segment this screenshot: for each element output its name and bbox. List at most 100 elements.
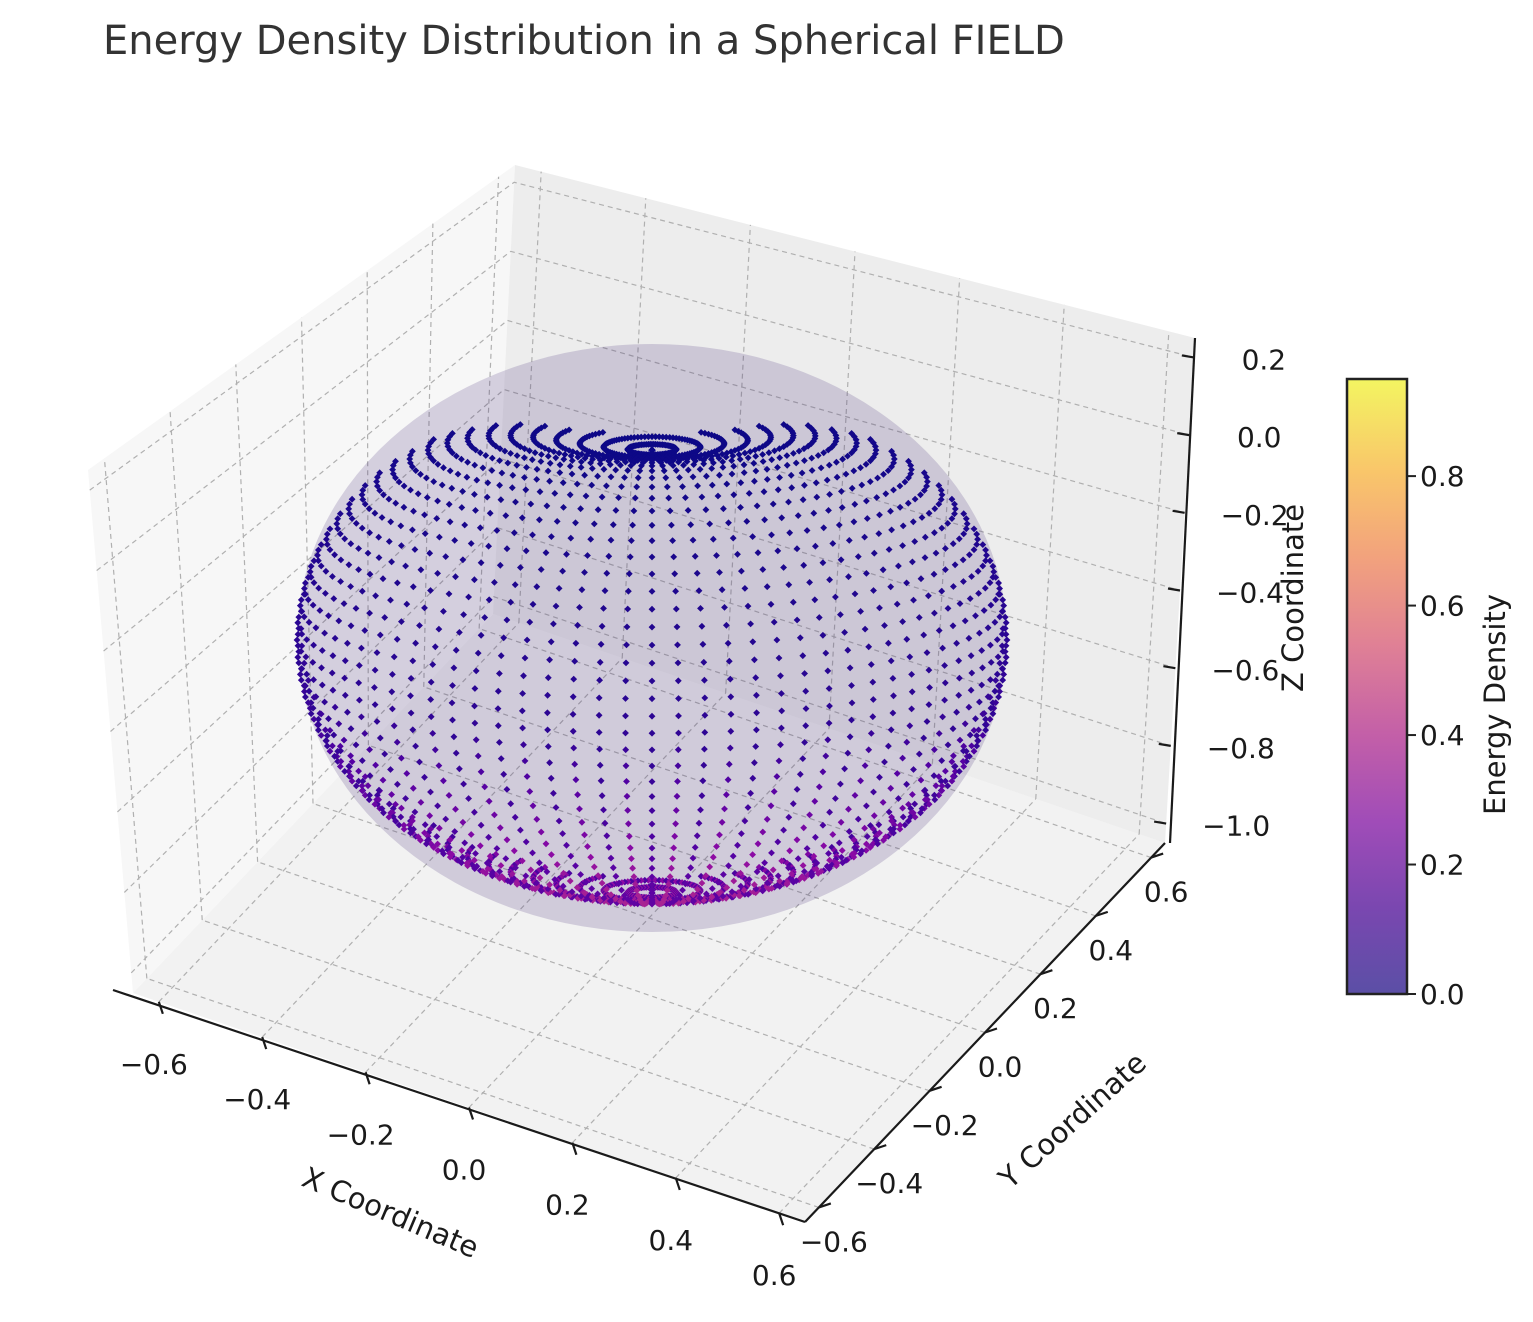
scatter-point	[850, 836, 858, 844]
scatter-point	[325, 612, 332, 620]
scatter-point	[426, 812, 434, 820]
scatter-point	[909, 809, 917, 817]
scatter-point	[366, 746, 373, 753]
scatter-point	[358, 757, 366, 764]
scatter-point	[531, 449, 539, 457]
scatter-point	[348, 777, 356, 785]
scatter-point	[670, 844, 678, 852]
scatter-point	[618, 886, 625, 894]
scatter-point	[503, 545, 511, 553]
z-tick-label: −0.6	[1211, 654, 1279, 687]
scatter-point	[917, 575, 925, 583]
scatter-point	[366, 570, 374, 578]
scatter-point	[740, 461, 748, 469]
scatter-point	[345, 505, 353, 513]
scatter-point	[819, 821, 827, 829]
scatter-point	[577, 505, 584, 513]
scatter-point	[550, 448, 558, 455]
scatter-point	[672, 605, 680, 613]
scatter-point	[822, 649, 830, 657]
scatter-point	[674, 778, 681, 785]
scatter-point	[749, 533, 756, 540]
scatter-point	[763, 465, 771, 473]
scatter-point	[987, 704, 995, 712]
scatter-point	[537, 886, 545, 894]
scatter-point	[713, 843, 720, 850]
scatter-point	[986, 579, 994, 587]
scatter-point	[763, 815, 771, 823]
scatter-point	[666, 507, 674, 515]
scatter-point	[961, 720, 969, 728]
scatter-point	[882, 833, 890, 841]
scatter-point	[725, 657, 733, 665]
x-tick-label: −0.4	[223, 1083, 291, 1116]
scatter-point	[793, 786, 801, 793]
scatter-point	[752, 743, 760, 750]
scatter-point	[326, 727, 334, 734]
scatter-point	[465, 593, 472, 601]
scatter-point	[494, 687, 502, 695]
y-tick-mark	[929, 1085, 942, 1092]
scatter-point	[885, 742, 892, 750]
scatter-point	[533, 476, 541, 483]
scatter-point	[429, 730, 437, 737]
scatter-point	[501, 447, 509, 455]
scatter-point	[503, 616, 511, 624]
scatter-point	[826, 576, 833, 584]
scatter-point	[671, 570, 679, 578]
scatter-point	[364, 549, 372, 557]
scatter-point	[442, 815, 450, 823]
scatter-point	[603, 482, 610, 490]
scatter-point	[329, 573, 336, 580]
scatter-point	[691, 844, 699, 851]
scatter-point	[517, 826, 524, 834]
scatter-point	[759, 566, 767, 573]
scatter-point	[911, 495, 919, 503]
scatter-point	[825, 719, 833, 727]
colorbar-tick-label: 0.8	[1420, 460, 1465, 493]
scatter-point	[706, 520, 714, 528]
scatter-point	[863, 515, 871, 522]
scatter-point	[548, 533, 555, 540]
scatter-point	[433, 833, 441, 840]
scatter-point	[887, 583, 895, 591]
scatter-point	[1002, 653, 1010, 661]
scatter-point	[498, 469, 506, 477]
scatter-point	[577, 464, 585, 471]
scatter-point	[992, 596, 1000, 604]
scatter-point	[938, 491, 946, 499]
scatter-point	[963, 520, 971, 528]
scatter-point	[648, 588, 656, 595]
scatter-point	[949, 772, 957, 780]
scatter-point	[979, 562, 987, 570]
scatter-point	[776, 454, 784, 462]
scatter-point	[500, 634, 508, 642]
scatter-point	[1001, 659, 1009, 667]
scatter-point	[527, 500, 535, 508]
scatter-point	[634, 457, 642, 464]
y-tick-label: −0.4	[855, 1167, 923, 1200]
scatter-point	[307, 573, 315, 581]
scatter-point	[899, 522, 907, 530]
scatter-point	[536, 488, 544, 496]
scatter-point	[903, 635, 911, 643]
scatter-point	[366, 772, 374, 780]
scatter-point	[729, 852, 737, 860]
scatter-point	[356, 662, 363, 669]
scatter-point	[861, 824, 868, 832]
scatter-point	[949, 725, 957, 733]
scatter-point	[310, 676, 317, 684]
scatter-point	[703, 472, 710, 480]
scatter-point	[345, 561, 353, 569]
scatter-point	[522, 838, 530, 846]
scatter-point	[626, 844, 634, 852]
scatter-point	[445, 500, 453, 508]
scatter-point	[652, 876, 659, 884]
scatter-point	[978, 647, 986, 654]
scatter-point	[695, 819, 703, 827]
scatter-point	[355, 767, 362, 775]
scatter-point	[908, 671, 915, 678]
scatter-point	[427, 453, 434, 461]
scatter-point	[634, 892, 642, 899]
